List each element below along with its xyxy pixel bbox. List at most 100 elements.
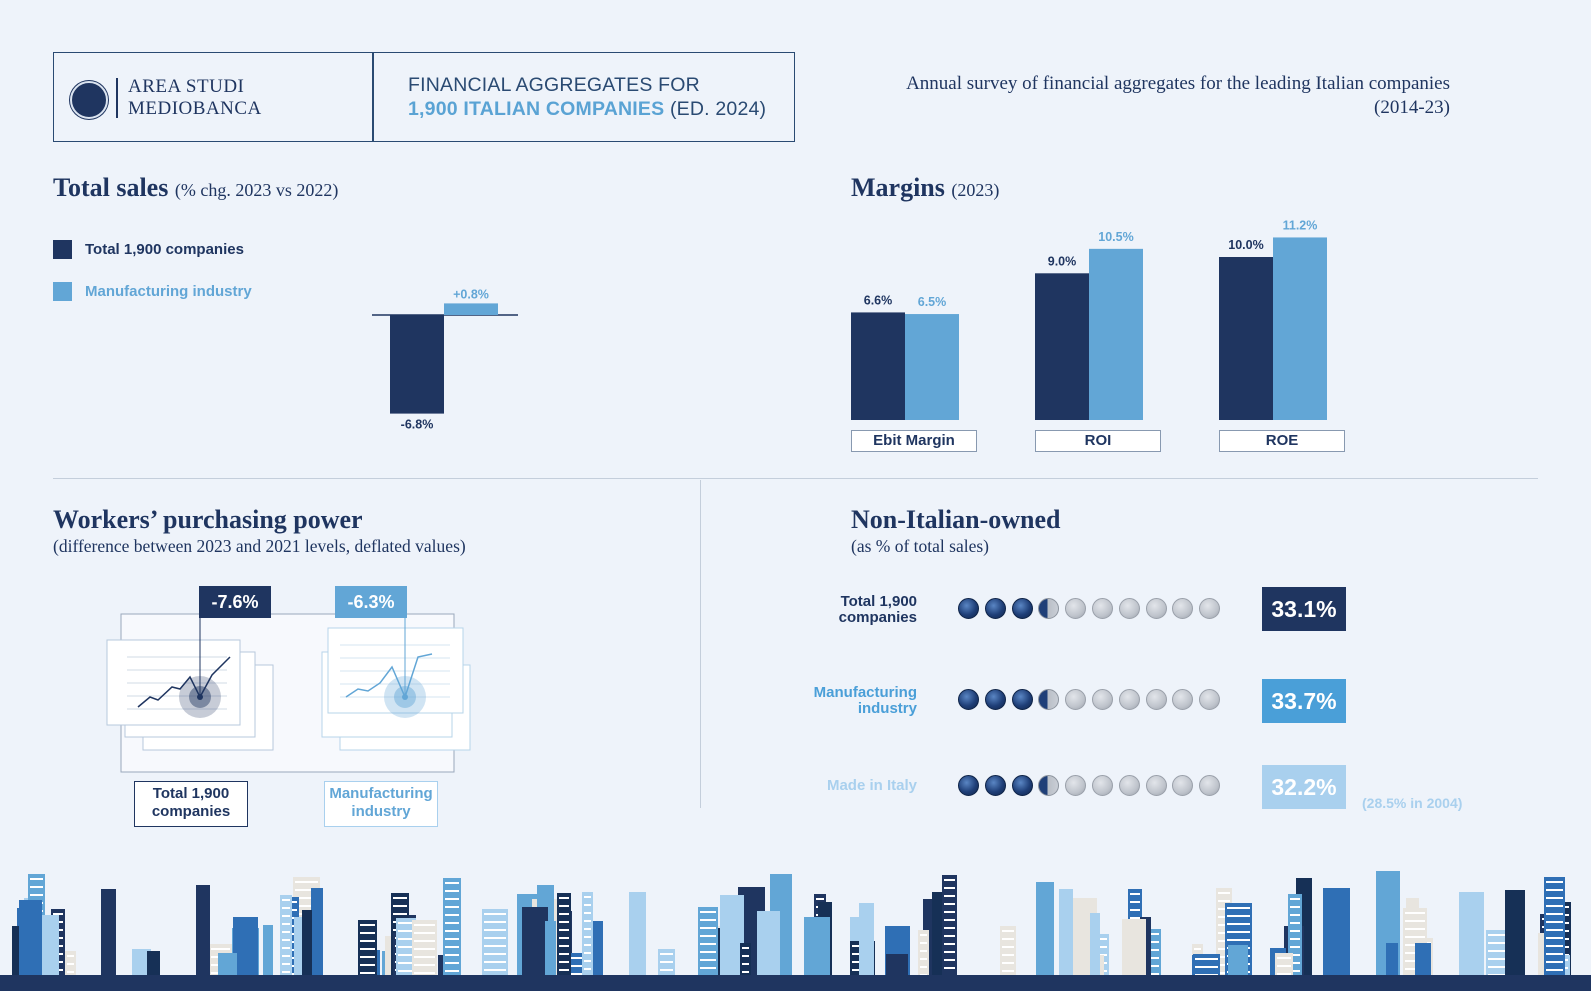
skyline-building bbox=[398, 922, 414, 924]
skyline-building bbox=[584, 920, 591, 922]
skyline-building bbox=[920, 942, 927, 944]
skyline-building bbox=[67, 963, 74, 965]
skyline-building bbox=[804, 917, 830, 980]
skyline-building bbox=[742, 971, 749, 973]
skyline-building bbox=[445, 946, 459, 948]
skyline-building bbox=[584, 928, 591, 930]
total-sales-title: Total sales (% chg. 2023 vs 2022) bbox=[53, 173, 338, 203]
skyline-building bbox=[559, 905, 569, 907]
skyline-building bbox=[944, 943, 955, 945]
skyline-building bbox=[445, 890, 459, 892]
skyline-building bbox=[1546, 913, 1563, 915]
skyline-building bbox=[282, 923, 290, 925]
legend-label-manufacturing: Manufacturing industry bbox=[85, 283, 252, 300]
skyline-building bbox=[19, 900, 42, 980]
skyline-building bbox=[1227, 931, 1250, 933]
globe-icon bbox=[1118, 598, 1140, 619]
globe-icon bbox=[1038, 775, 1060, 796]
trend-line-total bbox=[137, 656, 231, 708]
skyline-building bbox=[1036, 882, 1054, 980]
margin-label-ebit-manufacturing: 6.5% bbox=[918, 295, 947, 309]
skyline-building bbox=[1386, 943, 1398, 980]
sales-bar-manufacturing bbox=[444, 303, 498, 315]
skyline-building bbox=[1002, 946, 1014, 948]
skyline-building bbox=[282, 963, 290, 965]
skyline-building bbox=[1130, 901, 1140, 903]
non-italian-row-label-made-in-italy: Made in Italy bbox=[747, 778, 917, 794]
skyline-building bbox=[282, 971, 290, 973]
globe-icon bbox=[1145, 775, 1167, 796]
skyline-building bbox=[700, 927, 716, 929]
non-italian-value-manufacturing: 33.7% bbox=[1262, 679, 1346, 723]
skyline-building bbox=[282, 899, 290, 901]
margin-bar-roe-manufacturing bbox=[1273, 237, 1327, 420]
globe-icon bbox=[1038, 598, 1060, 619]
skyline-building bbox=[920, 950, 927, 952]
report-title: FINANCIAL AGGREGATES FOR 1,900 ITALIAN C… bbox=[408, 73, 766, 121]
skyline-building bbox=[700, 959, 716, 961]
globe-icon bbox=[1118, 689, 1140, 710]
skyline-building bbox=[1122, 919, 1146, 980]
skyline-building bbox=[700, 967, 716, 969]
skyline-building bbox=[700, 919, 716, 921]
skyline-building bbox=[414, 972, 435, 974]
skyline-building bbox=[484, 969, 506, 971]
skyline-building bbox=[1218, 924, 1230, 926]
skyline-building bbox=[30, 878, 43, 880]
skyline-building bbox=[559, 945, 569, 947]
skyline-building bbox=[445, 882, 459, 884]
globe-icon bbox=[984, 775, 1006, 796]
skyline-building bbox=[1546, 921, 1563, 923]
skyline-building bbox=[700, 911, 716, 913]
skyline-building bbox=[484, 945, 506, 947]
skyline-building bbox=[484, 929, 506, 931]
skyline-building bbox=[1146, 957, 1159, 959]
skyline-building bbox=[1488, 966, 1511, 968]
skyline-building bbox=[944, 927, 955, 929]
skyline-building bbox=[1546, 905, 1563, 907]
skyline-building bbox=[658, 949, 675, 980]
skyline-building bbox=[396, 918, 416, 980]
skyline-building bbox=[700, 935, 716, 937]
skyline-building bbox=[559, 913, 569, 915]
globe-icon bbox=[1065, 598, 1087, 619]
mediobanca-seal-icon bbox=[70, 81, 108, 119]
skyline-building bbox=[920, 958, 927, 960]
skyline-building bbox=[1059, 889, 1073, 980]
skyline-building bbox=[196, 885, 210, 980]
skyline-building bbox=[1277, 973, 1291, 975]
total-sales-title-note: (% chg. 2023 vs 2022) bbox=[174, 180, 339, 200]
report-subtitle: Annual survey of financial aggregates fo… bbox=[840, 72, 1450, 120]
sales-label-manufacturing: +0.8% bbox=[453, 287, 489, 301]
skyline-building bbox=[445, 898, 459, 900]
total-sales-chart: -6.8% +0.8% bbox=[372, 287, 518, 432]
skyline-building bbox=[1195, 966, 1218, 968]
doc-grid-lines bbox=[127, 656, 227, 710]
skyline-building bbox=[1218, 940, 1230, 942]
report-subtitle-line1: Annual survey of financial aggregates fo… bbox=[906, 73, 1450, 94]
skyline-building bbox=[816, 898, 824, 900]
logo-line2: MEDIOBANCA bbox=[128, 98, 262, 119]
skyline-building bbox=[282, 939, 290, 941]
skyline-building bbox=[1100, 946, 1107, 948]
skyline-building bbox=[1405, 912, 1425, 914]
skyline-building bbox=[920, 966, 927, 968]
globe-icon bbox=[1065, 775, 1087, 796]
skyline-building bbox=[147, 951, 160, 980]
total-sales-title-text: Total sales bbox=[53, 173, 169, 202]
sales-bar-total bbox=[390, 315, 444, 414]
skyline-building bbox=[1290, 922, 1300, 924]
skyline-building bbox=[944, 911, 955, 913]
report-title-edition: (ED. 2024) bbox=[664, 98, 767, 120]
skyline-building bbox=[1546, 969, 1563, 971]
legend-label-total: Total 1,900 companies bbox=[85, 241, 244, 258]
skyline-building bbox=[1218, 908, 1230, 910]
skyline-building bbox=[559, 921, 569, 923]
skyline-building bbox=[859, 903, 874, 980]
skyline-building bbox=[30, 886, 43, 888]
skyline-building bbox=[944, 879, 955, 881]
skyline-building bbox=[1290, 962, 1300, 964]
non-italian-row-label-manufacturing: Manufacturing industry bbox=[747, 685, 917, 717]
globe-icon bbox=[1172, 689, 1194, 710]
skyline-building bbox=[660, 961, 673, 963]
